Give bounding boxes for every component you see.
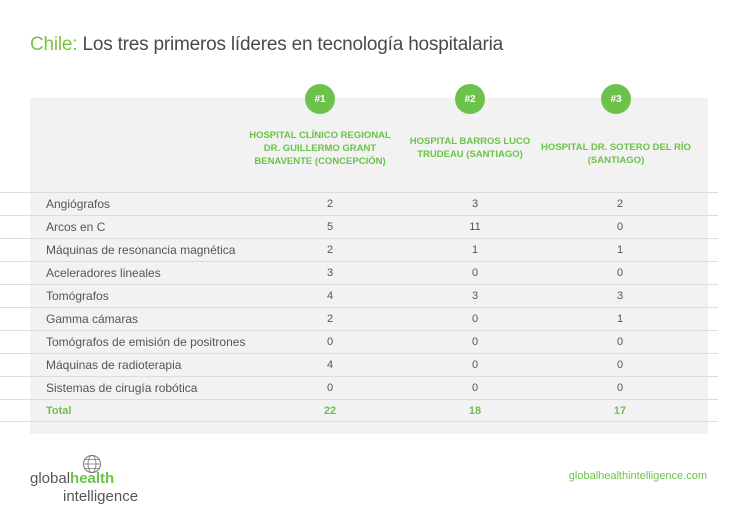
cell-value-3: 1 [616,244,624,256]
cell-value-1: 2 [326,198,334,210]
cell-value-3: 0 [616,359,624,371]
cell-value-1: 2 [326,244,334,256]
hospital-header-1: HOSPITAL CLÍNICO REGIONAL DR. GUILLERMO … [249,130,391,167]
table-row: Sistemas de cirugía robótica 0 0 0 [0,376,718,399]
cell-value-2: 3 [471,290,479,302]
table-row: Angiógrafos 2 3 2 [0,192,718,215]
cell-value-1: 0 [326,336,334,348]
table-row: Máquinas de radioterapia 4 0 0 [0,353,718,376]
table-row: Tomógrafos 4 3 3 [0,284,718,307]
row-label: Máquinas de radioterapia [46,358,182,372]
row-label: Sistemas de cirugía robótica [46,381,198,395]
cell-value-2: 3 [471,198,479,210]
cell-value-2: 0 [471,382,479,394]
page-title: Chile: Los tres primeros líderes en tecn… [30,34,503,56]
hospital-header-3: HOSPITAL DR. SOTERO DEL RÍO (SANTIAGO) [541,142,691,166]
cell-value-1: 0 [326,382,334,394]
cell-value-3: 0 [616,267,624,279]
cell-value-2: 0 [471,359,479,371]
table-row: Arcos en C 5 11 0 [0,215,718,238]
cell-value-3: 0 [616,221,624,233]
title-text: Los tres primeros líderes en tecnología … [77,34,503,55]
title-country: Chile: [30,34,78,55]
cell-value-3: 0 [616,382,624,394]
logo-part-health: health [70,470,115,487]
total-label: Total [46,405,72,417]
row-label: Gamma cámaras [46,312,139,326]
logo-text-line2: intelligence [63,488,139,505]
total-value-2: 18 [468,405,482,417]
row-label: Angiógrafos [46,197,111,211]
row-label: Máquinas de resonancia magnética [46,243,236,257]
rank-badge-2: #2 [455,84,485,114]
logo-text-line1: globalhealth [30,470,114,487]
row-label: Aceleradores lineales [46,266,161,280]
cell-value-2: 0 [471,267,479,279]
table-body: Angiógrafos 2 3 2 Arcos en C 5 11 0 Máquinas de … [0,192,718,422]
globe-icon [83,455,101,473]
cell-value-1: 4 [326,290,334,302]
logo-part-global: global [30,470,71,487]
hospital-header-2: HOSPITAL BARROS LUCO TRUDEAU (SANTIAGO) [409,136,531,160]
row-label: Tomógrafos [46,289,109,303]
row-label: Arcos en C [46,220,106,234]
cell-value-3: 2 [616,198,624,210]
data-table-panel [30,98,708,434]
rank-badge-3: #3 [601,84,631,114]
table-row: Tomógrafos de emisión de positrones 0 0 0 [0,330,718,353]
table-row: Máquinas de resonancia magnética 2 1 1 [0,238,718,261]
cell-value-3: 0 [616,336,624,348]
cell-value-1: 3 [326,267,334,279]
cell-value-3: 1 [616,313,624,325]
website-link[interactable]: globalhealthintelligence.com [568,470,707,482]
logo: globalhealth intelligence [30,452,170,508]
cell-value-1: 5 [326,221,334,233]
cell-value-1: 2 [326,313,334,325]
cell-value-2: 1 [471,244,479,256]
total-value-1: 22 [323,405,337,417]
total-value-3: 17 [613,405,627,417]
row-label: Tomógrafos de emisión de positrones [46,335,246,349]
rank-badge-1: #1 [305,84,335,114]
cell-value-3: 3 [616,290,624,302]
cell-value-2: 0 [471,313,479,325]
cell-value-2: 0 [471,336,479,348]
table-row: Gamma cámaras 2 0 1 [0,307,718,330]
cell-value-1: 4 [326,359,334,371]
table-row: Aceleradores lineales 3 0 0 [0,261,718,284]
total-row: Total 22 18 17 [0,399,718,422]
cell-value-2: 11 [469,221,481,233]
